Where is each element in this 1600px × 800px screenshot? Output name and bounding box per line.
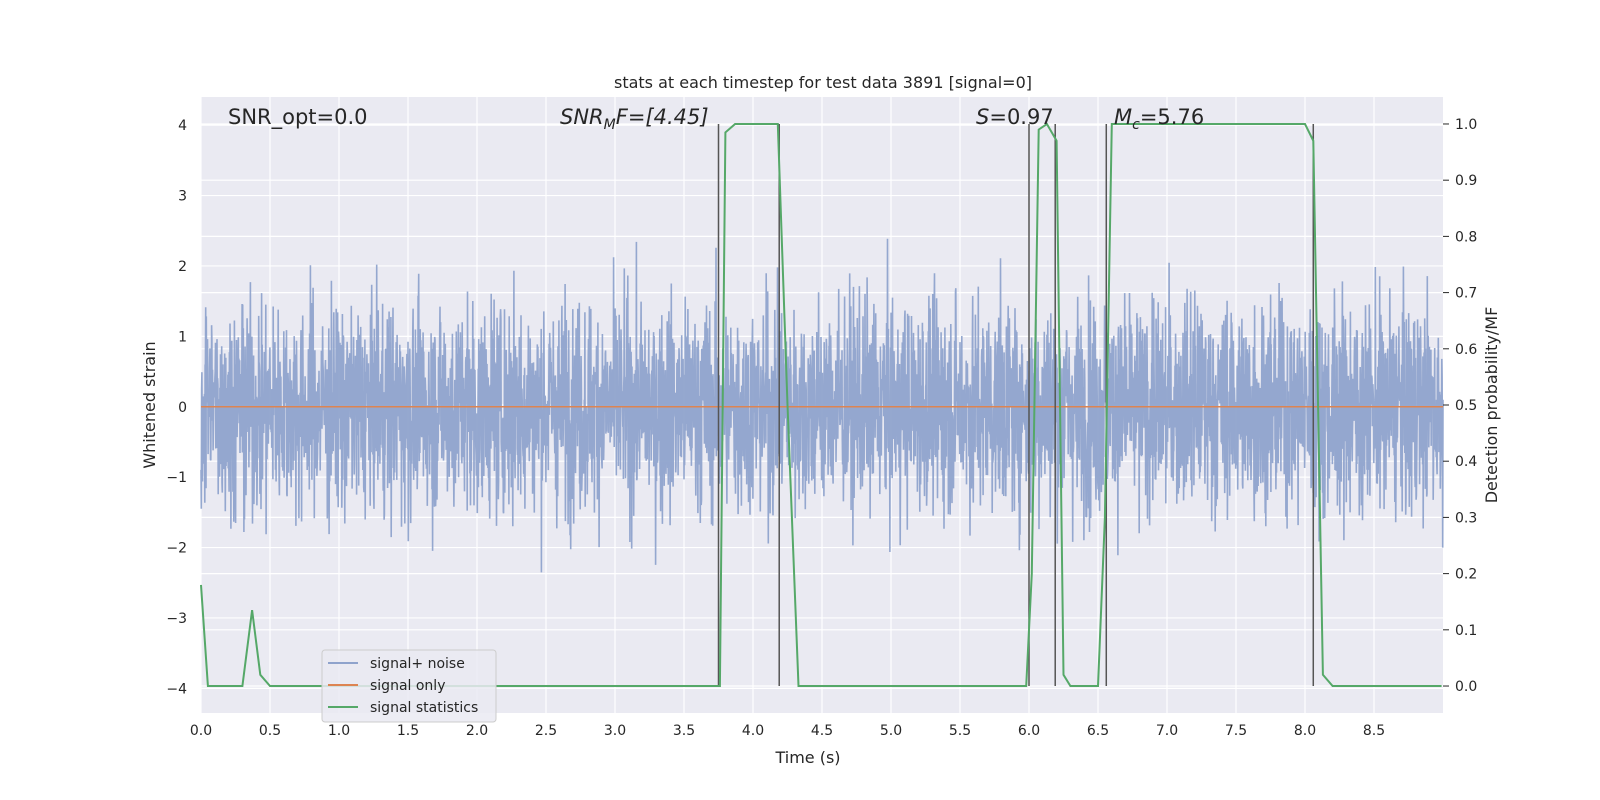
- x-tick-label: 1.5: [397, 723, 419, 739]
- y2-tick-label: 0.7: [1455, 286, 1477, 302]
- x-tick-label: 8.0: [1294, 723, 1316, 739]
- annotation-snr-mf-main: SNR: [560, 105, 604, 129]
- x-tick-label: 4.0: [742, 723, 764, 739]
- x-tick-label: 4.5: [811, 723, 833, 739]
- legend-label-signal-statistics: signal statistics: [370, 700, 478, 716]
- y-axis-ticks: 4 3 2 1 0 −1 −2 −3 −4: [166, 118, 187, 697]
- y-axis-label: Whitened strain: [140, 341, 159, 468]
- x-tick-label: 5.0: [880, 723, 902, 739]
- y2-tick-label: 0.1: [1455, 623, 1477, 639]
- y-tick-label: 1: [178, 329, 187, 345]
- x-tick-label: 7.0: [1156, 723, 1178, 739]
- legend-label-signal-only: signal only: [370, 678, 445, 694]
- legend: signal+ noise signal only signal statist…: [321, 649, 497, 723]
- y2-tick-label: 0.0: [1455, 679, 1477, 695]
- x-tick-label: 7.5: [1225, 723, 1247, 739]
- x-tick-label: 8.5: [1363, 723, 1385, 739]
- y2-tick-label: 0.2: [1455, 567, 1477, 583]
- legend-label-signal-noise: signal+ noise: [370, 656, 465, 672]
- annotation-snr-mf: SNRMF=[4.45]: [560, 105, 709, 133]
- x-tick-label: 2.5: [535, 723, 557, 739]
- x-tick-label: 3.5: [673, 723, 695, 739]
- y-tick-label: −2: [166, 541, 187, 557]
- y-tick-label: 3: [178, 189, 187, 205]
- y2-tick-label: 0.8: [1455, 229, 1477, 245]
- annotation-s-rest: =0.97: [989, 105, 1053, 129]
- y2-tick-label: 0.9: [1455, 173, 1477, 189]
- noise-line: [200, 238, 1444, 573]
- annotation-snr-opt: SNR_opt=0.0: [228, 105, 368, 130]
- x-tick-label: 0.5: [259, 723, 281, 739]
- y2-axis-label: Detection probability/MF: [1482, 307, 1501, 504]
- chart-title: stats at each timestep for test data 389…: [614, 73, 1032, 92]
- y2-tick-label: 0.3: [1455, 510, 1477, 526]
- y-tick-label: 2: [178, 259, 187, 275]
- y2-tick-label: 0.5: [1455, 398, 1477, 414]
- annotation-snr-mf-rest: F=[4.45]: [616, 105, 709, 129]
- x-tick-label: 1.0: [328, 723, 350, 739]
- x-tick-label: 6.5: [1087, 723, 1109, 739]
- y-tick-label: 0: [178, 400, 187, 416]
- x-tick-label: 5.5: [949, 723, 971, 739]
- x-tick-label: 0.0: [190, 723, 212, 739]
- x-tick-label: 2.0: [466, 723, 488, 739]
- y2-tick-label: 1.0: [1455, 117, 1477, 133]
- legend-box: [321, 649, 497, 723]
- x-tick-label: 3.0: [604, 723, 626, 739]
- y2-axis-ticks: 1.0 0.9 0.8 0.7 0.6 0.5 0.4 0.3 0.2 0.1 0.0: [1443, 117, 1477, 695]
- annotation-mc: Mc=5.76: [1114, 105, 1204, 133]
- y2-tick-label: 0.4: [1455, 454, 1477, 470]
- y2-tick-label: 0.6: [1455, 342, 1477, 358]
- annotation-snr-mf-sub: M: [604, 117, 616, 133]
- series-signal-noise: [200, 238, 1444, 573]
- x-tick-label: 6.0: [1018, 723, 1040, 739]
- annotation-mc-italic: M: [1114, 105, 1132, 129]
- statistics-line: [200, 122, 1442, 687]
- x-axis-label: Time (s): [774, 748, 840, 767]
- y-tick-label: 4: [178, 118, 187, 134]
- y-tick-label: −1: [166, 470, 187, 486]
- x-axis-ticks: 0.0 0.5 1.0 1.5 2.0 2.5 3.0 3.5 4.0 4.5 5.0 5.5 6.0 6…: [190, 723, 1385, 739]
- annotation-mc-rest: =5.76: [1140, 105, 1204, 129]
- y-tick-label: −3: [166, 611, 187, 627]
- annotation-s: S=0.97: [976, 105, 1054, 129]
- annotation-mc-sub: c: [1132, 117, 1140, 133]
- annotation-s-italic: S: [976, 105, 989, 129]
- annotation-snr-mf-rest-text: F=[4.45]: [616, 105, 709, 129]
- series-signal-statistics: [200, 122, 1442, 687]
- y-tick-label: −4: [166, 681, 187, 697]
